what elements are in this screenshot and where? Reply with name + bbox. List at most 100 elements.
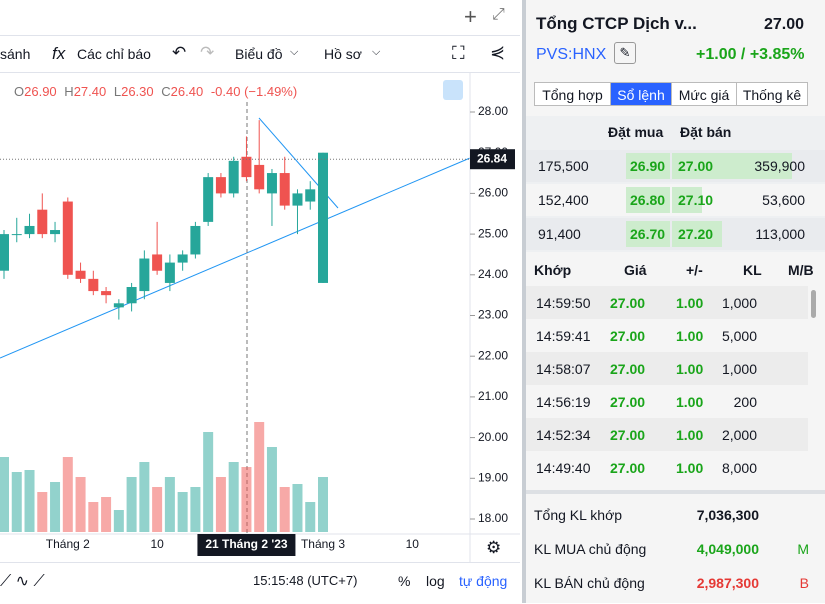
candle-body — [228, 160, 239, 194]
trade-cell: 27.00 — [610, 427, 646, 443]
stock-symbol: PVS:HNX — [536, 46, 607, 63]
candle-body — [50, 230, 61, 235]
trade-cell: 1,000 — [721, 295, 757, 311]
candle-body — [126, 287, 137, 304]
x-tick-label: 10 — [150, 537, 164, 551]
legend-value: 26.30 — [121, 84, 154, 99]
volume-bar — [228, 462, 239, 532]
expand-icon[interactable]: ⤢ — [492, 6, 505, 23]
add-icon[interactable]: + — [464, 4, 477, 29]
order-book-cell: 359,900 — [754, 158, 805, 174]
summary-label: KL MUA chủ động — [534, 541, 647, 557]
candle-body — [62, 201, 73, 275]
y-tick-label: 18.00 — [478, 511, 508, 525]
tab[interactable]: Thống kê — [736, 82, 808, 106]
auto-toggle[interactable]: tự động — [459, 573, 508, 589]
chevron: ⌵ — [372, 46, 381, 58]
candle-body — [318, 152, 328, 283]
order-book-cell: 152,400 — [538, 192, 589, 208]
redo-icon[interactable]: ↷ — [200, 43, 215, 62]
profile-button[interactable]: Hồ sơ — [324, 46, 362, 62]
candle-body — [88, 278, 99, 292]
trades-header: +/- — [686, 262, 703, 278]
fullscreen-icon[interactable]: ⛶ — [452, 43, 465, 63]
candle-body — [24, 225, 35, 235]
candle-body — [11, 234, 22, 236]
summary-label: KL BÁN chủ động — [534, 575, 645, 591]
volume-bar — [139, 462, 150, 532]
x-tick-label: 21 Tháng 2 '23 — [205, 537, 288, 551]
trade-cell: 1.00 — [676, 361, 704, 377]
bid-bar — [626, 153, 670, 179]
trades-header: M/B — [788, 262, 814, 278]
fx-icon: fx — [52, 44, 66, 63]
trade-cell: 5,000 — [721, 328, 757, 344]
tab[interactable]: Mức giá — [671, 82, 737, 106]
y-tick-label: 26.00 — [478, 186, 508, 200]
auto-scale-button[interactable] — [443, 80, 463, 100]
compare-button[interactable]: sánh — [0, 46, 31, 62]
legend-value: 26.40 — [170, 84, 204, 99]
order-book-cell: 26.70 — [630, 226, 666, 242]
volume-bar — [241, 467, 252, 532]
trade-cell: 14:59:41 — [536, 328, 591, 344]
summary-tag: M — [797, 541, 809, 557]
trade-cell: 200 — [733, 394, 757, 410]
percent-toggle[interactable]: % — [398, 573, 411, 589]
legend-key: O — [14, 84, 25, 99]
settings-icon[interactable]: ⚙ — [486, 538, 502, 557]
chart: 18.00 19.00 20.00 21.00 22.00 23.00 24.00 25.00… — [0, 72, 520, 562]
volume-bar — [62, 457, 73, 532]
tab[interactable]: Tổng hợp — [534, 82, 611, 106]
order-book-cell: 27.10 — [678, 192, 714, 208]
chart-type-button[interactable]: Biểu đồ — [235, 46, 283, 62]
edit-icon[interactable]: ✎ — [614, 42, 636, 64]
legend-key: L — [113, 84, 122, 99]
trade-cell: 8,000 — [721, 460, 757, 476]
trade-cell: 1.00 — [676, 427, 704, 443]
y-tick-label: 19.00 — [478, 470, 508, 484]
volume-bar — [0, 457, 9, 532]
share-icon[interactable]: ⋞ — [490, 42, 506, 62]
volume-bar — [215, 477, 226, 532]
toolbar: sánh fx Các chỉ báo ↶ ↷ Biểu đồ ⌵ Hồ sơ … — [0, 36, 520, 73]
trade-cell: 27.00 — [610, 361, 646, 377]
tab[interactable]: Sổ lệnh — [610, 82, 672, 106]
y-tick-label: 25.00 — [478, 226, 508, 240]
candle-body — [37, 209, 48, 235]
x-tick-label: Tháng 2 — [46, 537, 90, 551]
top-strip: + ⤢ — [0, 0, 520, 36]
volume-bar — [266, 447, 277, 532]
trade-cell: 14:56:19 — [536, 394, 591, 410]
trade-cell: 14:52:34 — [536, 427, 591, 443]
bid-bar — [626, 221, 670, 247]
legend-value: 27.40 — [73, 84, 107, 99]
draw-tool[interactable]: ⟋ ∿ ⟋ — [0, 573, 45, 590]
candle-body — [305, 189, 316, 202]
log-toggle[interactable]: log — [426, 573, 445, 589]
trades-header: KL — [743, 262, 762, 278]
indicators-button[interactable]: Các chỉ báo — [77, 46, 151, 62]
price-label: 26.84 — [477, 151, 507, 165]
order-book-cell: 27.00 — [678, 158, 714, 174]
trade-cell: 1,000 — [721, 361, 757, 377]
y-tick-label: 23.00 — [478, 308, 508, 322]
legend-key: C — [161, 84, 171, 99]
trend-line — [0, 157, 471, 359]
volume-bar — [190, 487, 201, 532]
volume-bar — [50, 482, 61, 532]
candle-body — [101, 291, 112, 296]
undo-icon[interactable]: ↶ — [172, 43, 187, 62]
candle-body — [279, 173, 290, 206]
volume-bar — [152, 487, 163, 532]
trade-cell: 1.00 — [676, 328, 704, 344]
y-tick-label: 21.00 — [478, 389, 508, 403]
legend-key: H — [64, 84, 74, 99]
summary-value: 7,036,300 — [696, 507, 759, 523]
volume-bar — [11, 472, 22, 532]
legend-value: 26.90 — [24, 84, 57, 99]
volume-bar — [305, 502, 316, 532]
volume-bar — [113, 510, 124, 532]
trades-header: Giá — [624, 262, 647, 278]
ask-bar — [672, 187, 702, 213]
